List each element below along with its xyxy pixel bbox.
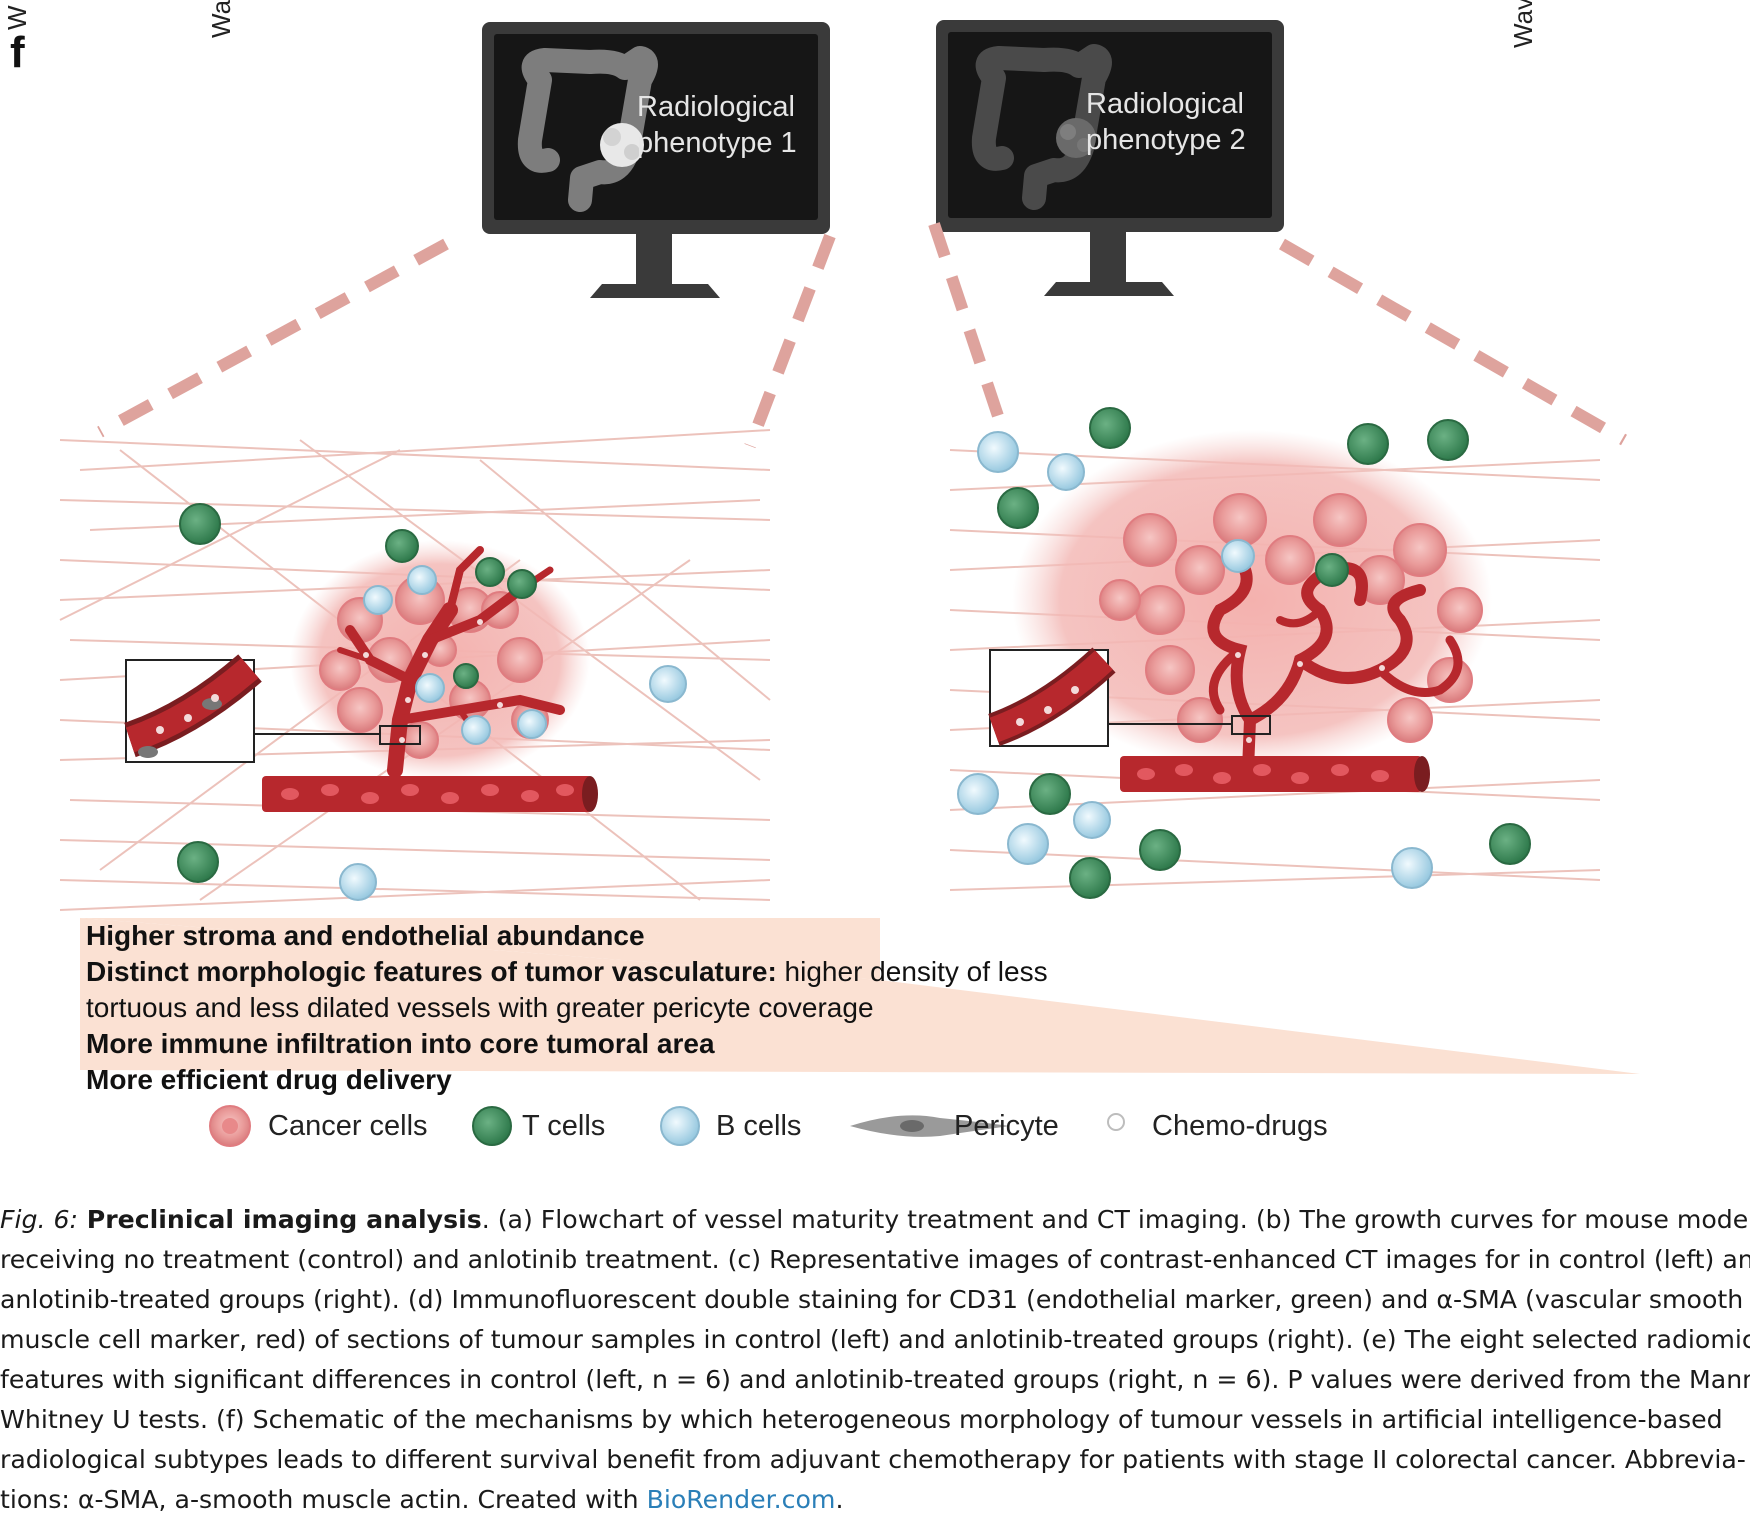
caption-line-5: features with significant differences in… xyxy=(0,1365,1750,1394)
tissue-panel-left xyxy=(59,429,771,911)
cancer-cell-icon xyxy=(209,1105,251,1147)
findings-gradient-wedge xyxy=(80,918,1640,1074)
legend-cancer-cells: Cancer cells xyxy=(268,1110,428,1142)
legend-chemo-drugs: Chemo-drugs xyxy=(1152,1110,1328,1142)
finding-vasculature-detail: higher density of less xyxy=(776,956,1048,987)
monitor-2-line2: phenotype 2 xyxy=(1086,124,1246,156)
finding-vasculature-title: Distinct morphologic features of tumor v… xyxy=(86,956,777,987)
finding-drug-delivery: More efficient drug delivery xyxy=(86,1064,452,1095)
monitor-2-line1: Radiological xyxy=(1086,88,1244,120)
biorender-link[interactable]: BioRender.com xyxy=(646,1485,836,1514)
findings-list: Higher stroma and endothelial abundance … xyxy=(86,918,1146,1098)
finding-immune: More immune infiltration into core tumor… xyxy=(86,1028,715,1059)
legend-t-cells: T cells xyxy=(522,1110,606,1142)
caption-text-8: tions: α-SMA, a-smooth muscle actin. Cre… xyxy=(0,1485,647,1514)
caption-line-7: radiological subtypes leads to different… xyxy=(0,1445,1746,1474)
monitor-2 xyxy=(936,20,1284,296)
finding-stroma: Higher stroma and endothelial abundance xyxy=(86,920,645,951)
monitor-1-line1: Radiological xyxy=(637,91,795,123)
pericyte-icon xyxy=(850,1115,1010,1137)
caption-end: . xyxy=(835,1485,844,1514)
legend-icons xyxy=(209,1105,1125,1147)
caption-line-3: anlotinib-treated groups (right). (d) Im… xyxy=(0,1285,1744,1314)
caption-text-1: . (a) Flowchart of vessel maturity treat… xyxy=(481,1205,1750,1234)
findings-wedge-top xyxy=(80,918,880,980)
caption-line-6: Whitney U tests. (f) Schematic of the me… xyxy=(0,1405,1723,1434)
monitor-1-line2: phenotype 1 xyxy=(637,127,797,159)
monitor-2-label: Radiological phenotype 2 xyxy=(1086,86,1246,158)
t-cell-icon xyxy=(472,1106,512,1146)
zoom-lines xyxy=(97,222,1627,449)
legend-pericyte: Pericyte xyxy=(954,1110,1059,1142)
caption-line-1: Fig. 6: Preclinical imaging analysis. (a… xyxy=(0,1200,1750,1240)
chemo-drug-icon xyxy=(1107,1113,1125,1131)
legend-b-cells: B cells xyxy=(716,1110,802,1142)
schematic-illustration xyxy=(59,20,1640,1074)
caption-fig-label: Fig. 6: xyxy=(0,1205,78,1234)
finding-vasculature-detail-cont: tortuous and less dilated vessels with g… xyxy=(86,992,874,1023)
figure-caption: Fig. 6: Preclinical imaging analysis. (a… xyxy=(0,1200,1750,1520)
caption-line-4: muscle cell marker, red) of sections of … xyxy=(0,1325,1750,1354)
caption-line-8: tions: α-SMA, a-smooth muscle actin. Cre… xyxy=(0,1480,1750,1520)
caption-fig-title: Preclinical imaging analysis xyxy=(78,1205,482,1234)
monitor-1 xyxy=(482,22,830,298)
tissue-panel-right xyxy=(949,407,1601,899)
panel-label: f xyxy=(10,28,25,77)
monitor-1-label: Radiological phenotype 1 xyxy=(637,89,797,161)
caption-line-2: receiving no treatment (control) and anl… xyxy=(0,1245,1750,1274)
finding-vasculature: Distinct morphologic features of tumor v… xyxy=(86,954,1146,990)
b-cell-icon xyxy=(660,1106,700,1146)
